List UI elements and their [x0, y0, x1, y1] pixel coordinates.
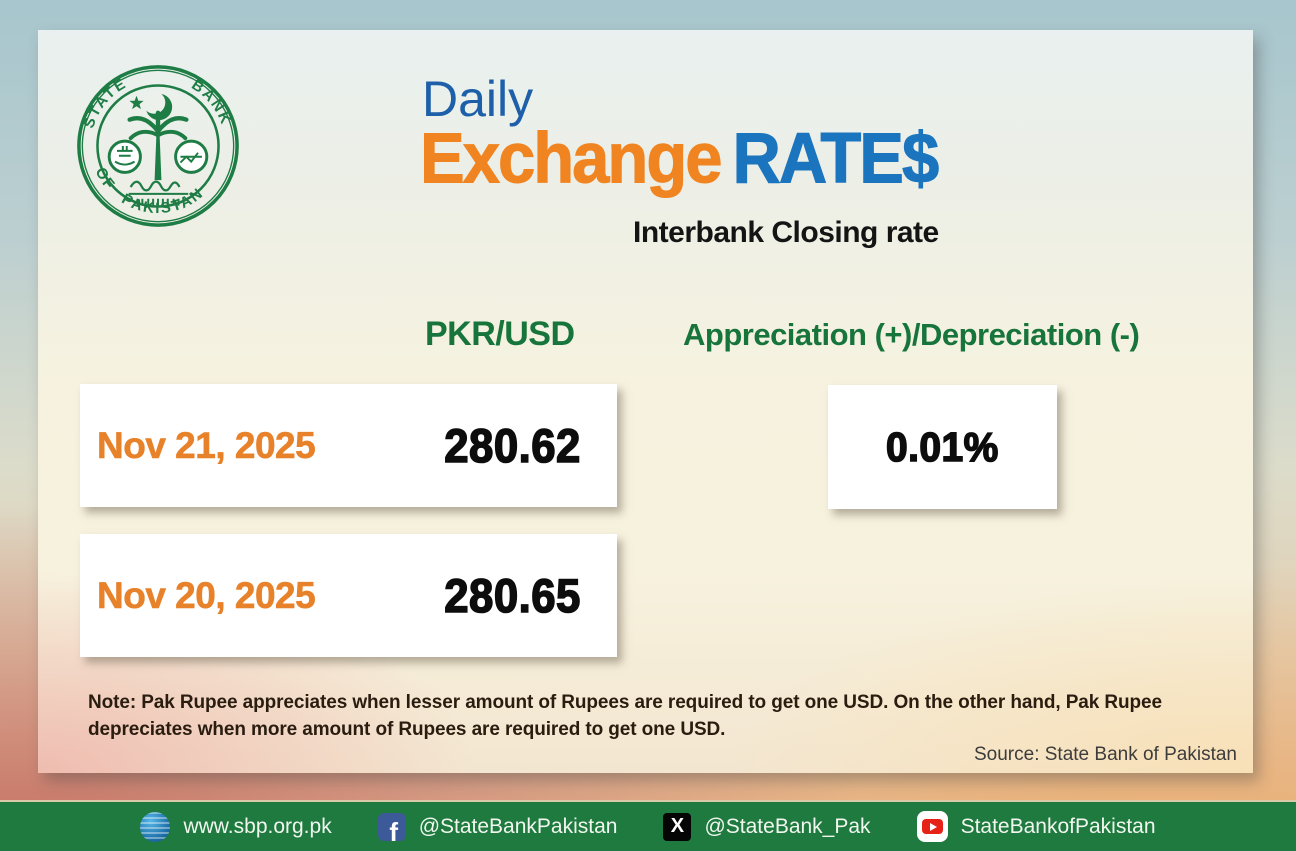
footer-label-x-twitter: @StateBank_Pak	[704, 814, 871, 838]
title-word-rates: RATE$	[732, 119, 940, 200]
footer-label-youtube: StateBankofPakistan	[960, 814, 1156, 838]
source-text: Source: State Bank of Pakistan	[974, 744, 1237, 765]
date-label: Nov 21, 2025	[97, 424, 316, 466]
footer-link-facebook[interactable]: f @StateBankPakistan	[377, 812, 618, 841]
column-header-appreciation-depreciation: Appreciation (+)/Depreciation (-)	[683, 317, 1140, 352]
x-twitter-icon: X	[663, 812, 692, 841]
crescent-star-icon	[129, 91, 173, 121]
change-value: 0.01%	[885, 423, 999, 471]
footer-label-facebook: @StateBankPakistan	[418, 814, 618, 838]
footer-label-website: www.sbp.org.pk	[183, 814, 332, 838]
subtitle: Interbank Closing rate	[633, 216, 939, 249]
medallion-icons	[107, 139, 209, 174]
footer-link-youtube[interactable]: StateBankofPakistan	[916, 811, 1156, 842]
title-kicker: Daily	[422, 71, 534, 127]
rate-value: 280.65	[444, 568, 582, 623]
logo-text-state: STATE	[80, 75, 128, 131]
youtube-icon	[916, 811, 948, 842]
note-text: Note: Pak Rupee appreciates when lesser …	[88, 692, 1162, 740]
title-word-exchange: Exchange	[420, 119, 724, 200]
footer-link-website[interactable]: www.sbp.org.pk	[140, 811, 332, 842]
main-panel: STATE BANK OF PAKISTAN	[38, 30, 1253, 773]
svg-text:STATE: STATE	[80, 75, 130, 131]
footer-link-x-twitter[interactable]: X @StateBank_Pak	[663, 812, 871, 841]
footer-bar: www.sbp.org.pk f @StateBankPakistan X @S…	[0, 800, 1296, 851]
date-label: Nov 20, 2025	[97, 574, 316, 616]
rate-value: 280.62	[444, 418, 582, 473]
calligraphy-icon	[128, 180, 189, 208]
facebook-icon: f	[377, 812, 406, 841]
palm-tree-icon	[127, 110, 189, 181]
rate-card-row-2: Nov 20, 2025 280.65	[80, 534, 617, 657]
globe-icon	[140, 811, 171, 842]
page-title: Exchange RATE$	[420, 118, 940, 200]
rate-card-row-1: Nov 21, 2025 280.62	[80, 384, 617, 507]
column-header-pkr-usd: PKR/USD	[425, 315, 575, 353]
change-card-row-1: 0.01%	[828, 385, 1057, 509]
sbp-logo-icon: STATE BANK OF PAKISTAN	[77, 65, 239, 227]
